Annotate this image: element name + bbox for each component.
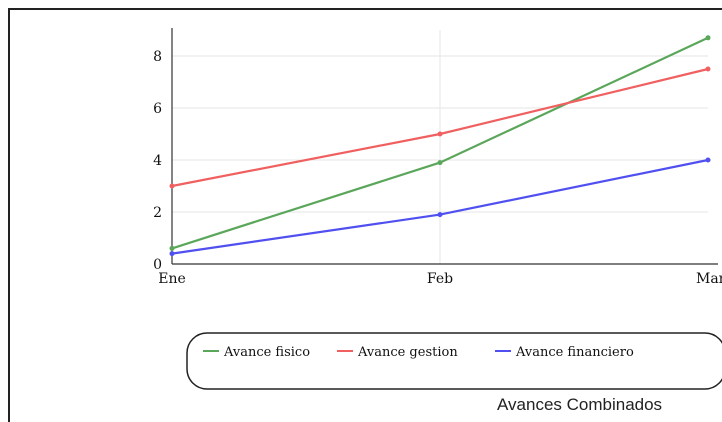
legend-label: Avance financiero [515, 345, 634, 360]
series-layer [169, 35, 711, 257]
y-tick-label: 8 [153, 49, 162, 65]
y-tick-label: 2 [153, 205, 162, 221]
data-point [169, 245, 175, 251]
axis-layer [171, 28, 718, 265]
legend-label: Avance gestion [357, 345, 458, 360]
legend-label: Avance fisico [223, 345, 310, 360]
data-point [169, 251, 175, 257]
y-tick-label: 6 [153, 101, 162, 117]
y-tick-label: 0 [153, 257, 162, 273]
tick-labels: 0 2 4 6 8 Ene Feb Mar [153, 49, 722, 287]
x-tick-label: Feb [427, 271, 453, 287]
legend: Avance fisico Avance gestion Avance financ… [186, 332, 722, 390]
legend-box [186, 332, 722, 390]
chart-title: Avances Combinados [497, 395, 662, 414]
data-point [705, 66, 711, 72]
data-point [169, 183, 175, 189]
data-point [705, 35, 711, 41]
data-point [705, 157, 711, 163]
data-point [437, 212, 443, 218]
grid-layer [172, 30, 708, 264]
x-tick-label: Mar [696, 271, 722, 287]
data-point [437, 160, 443, 166]
y-tick-label: 4 [153, 153, 162, 169]
x-tick-label: Ene [158, 271, 186, 287]
data-point [437, 131, 443, 137]
